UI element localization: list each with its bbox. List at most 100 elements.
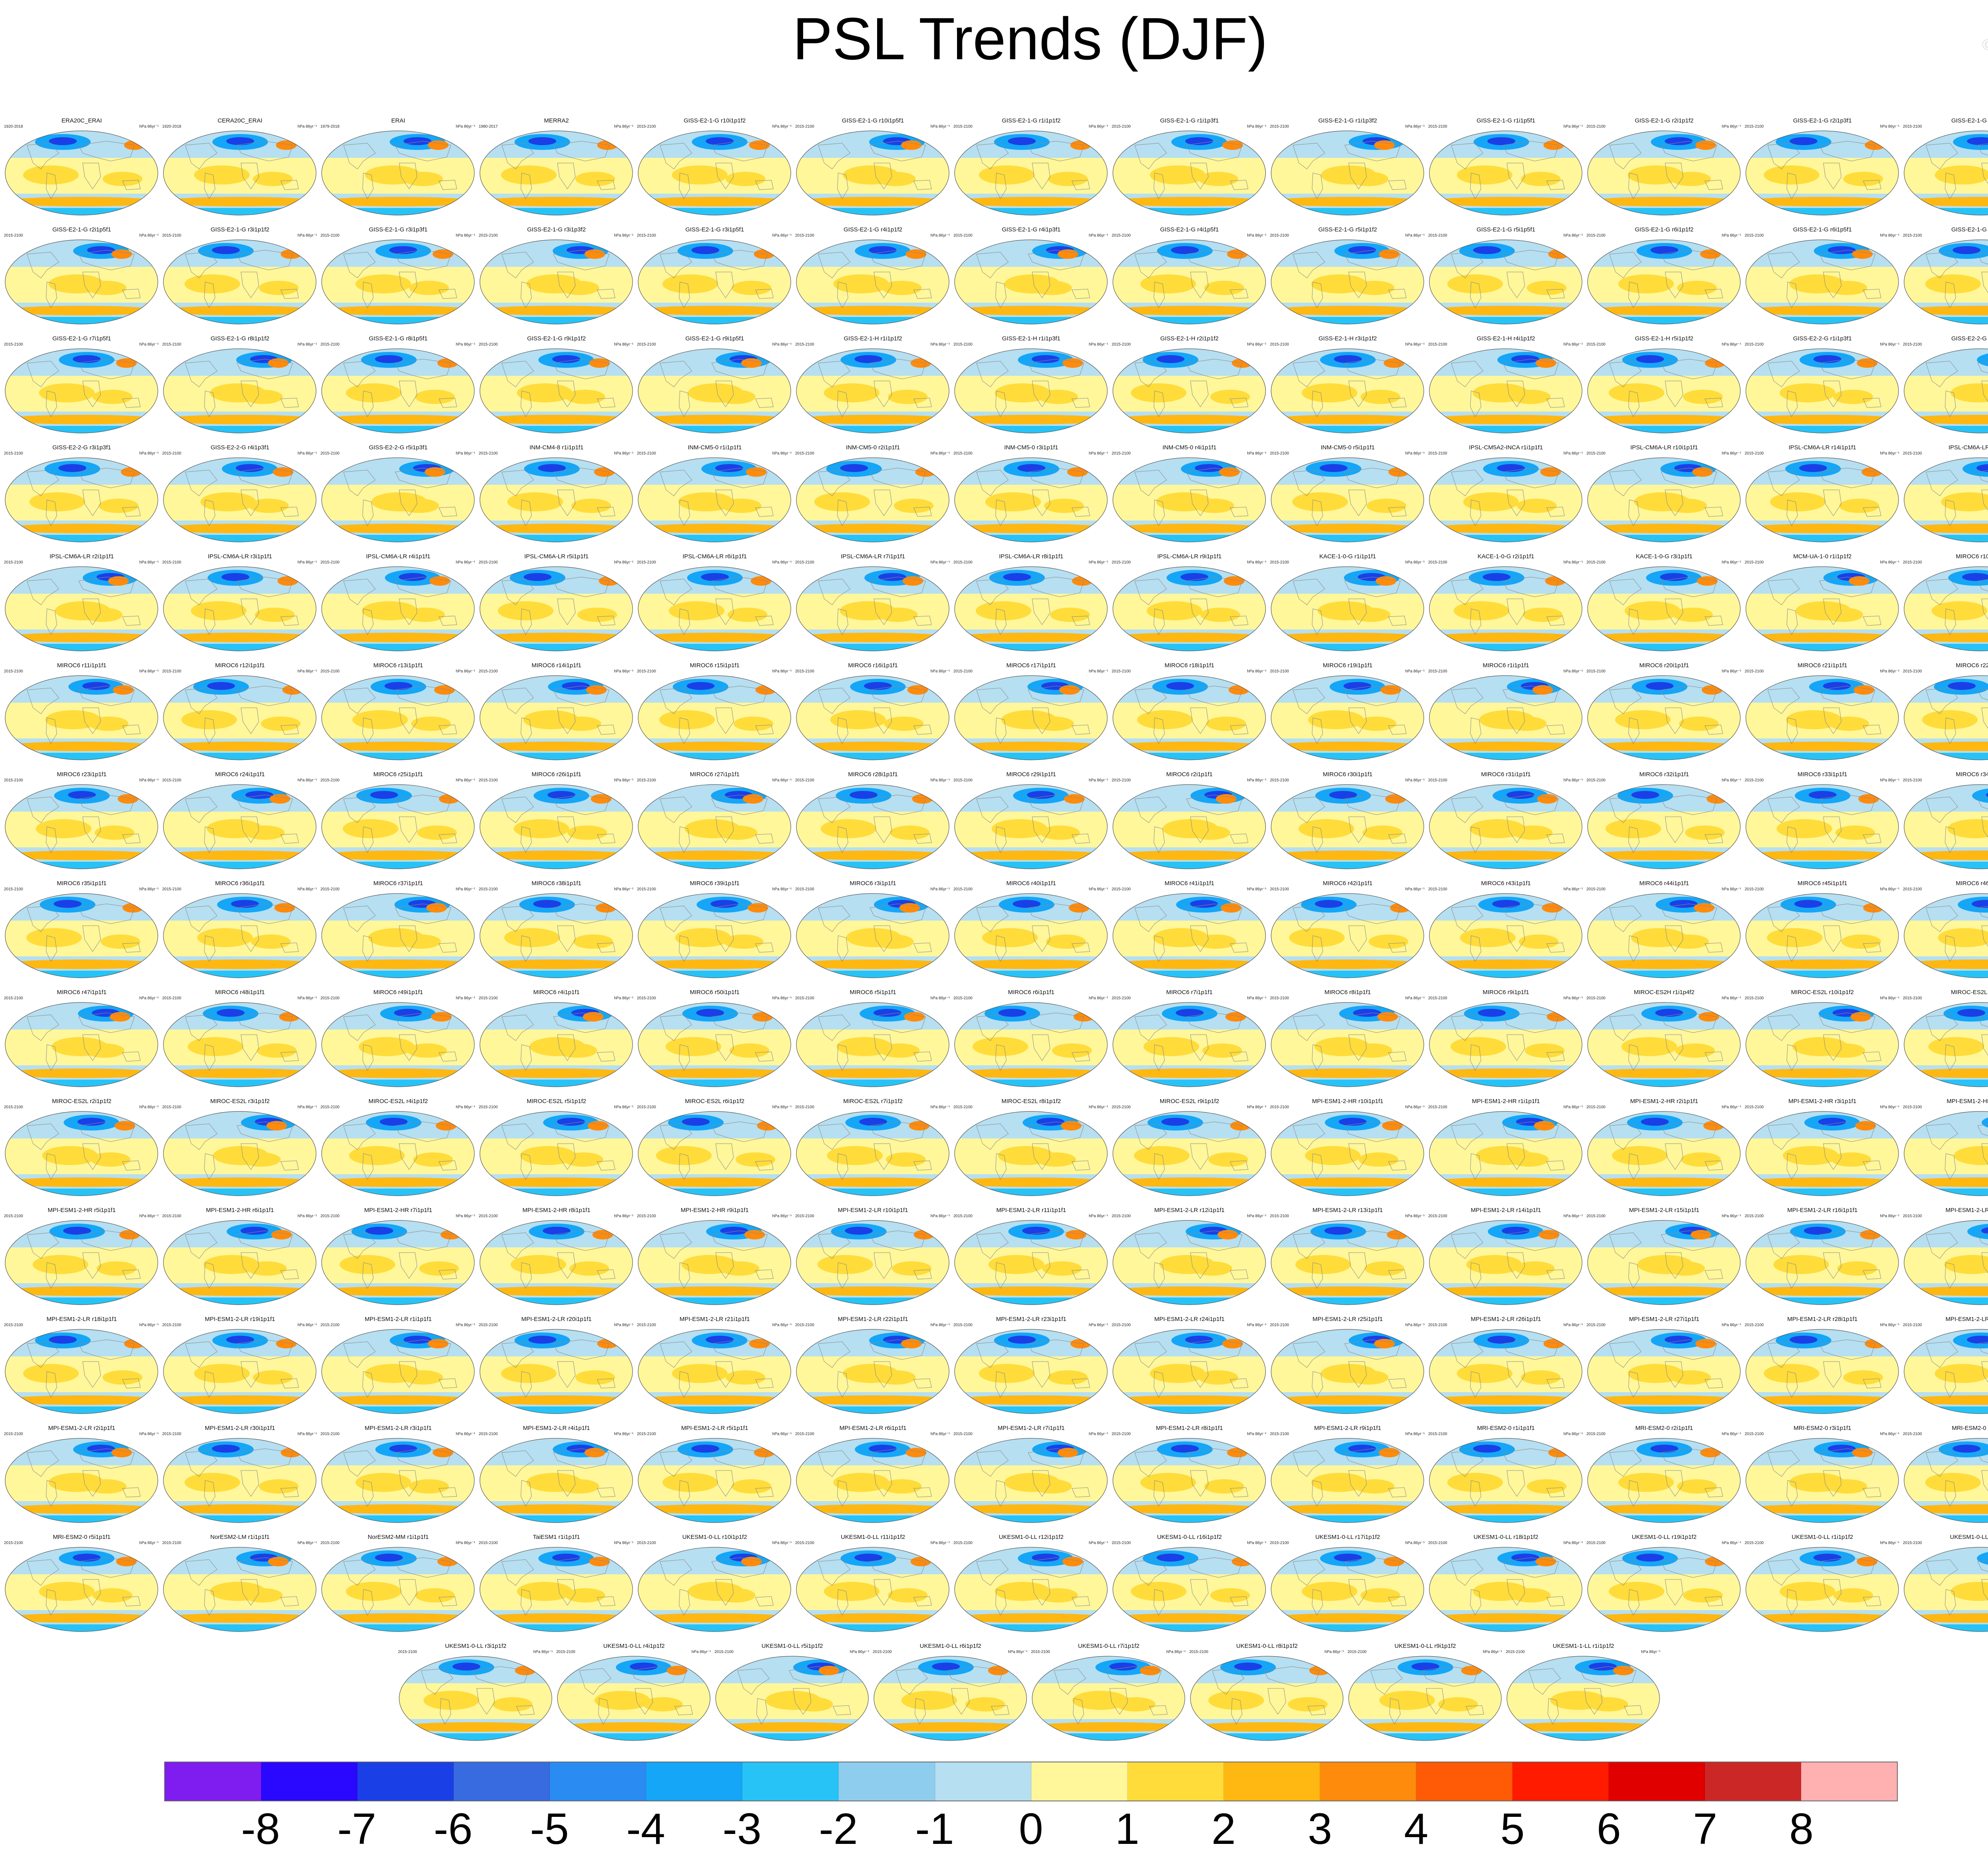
world-map [321, 1547, 475, 1632]
map-panel: INM-CM4-8 r1i1p1f1 2015-2100 hPa 86yr⁻¹ [478, 444, 635, 544]
panel-title: UKESM1-0-LL r2i1p1f2 [1950, 1534, 1988, 1540]
panel-period: 2015-2100 [4, 669, 23, 674]
panel-title: MIROC6 r30i1p1f1 [1322, 771, 1373, 778]
map-panel: MPI-ESM1-2-LR r30i1p1f1 2015-2100 hPa 86yr… [161, 1425, 318, 1524]
panel-period: 2015-2100 [162, 778, 181, 783]
world-map [1904, 457, 1988, 542]
world-map [954, 1329, 1108, 1414]
panel-title: MIROC6 r3i1p1f1 [850, 880, 896, 887]
world-map [5, 1438, 158, 1523]
map-panel: GISS-E2-1-G r5i1p1f2 2015-2100 hPa 86yr⁻¹ [1269, 226, 1426, 326]
world-map [480, 457, 633, 542]
panel-units: hPa 86yr⁻¹ [1008, 1650, 1027, 1654]
panel-units: hPa 86yr⁻¹ [297, 451, 317, 456]
panel-title: GISS-E2-1-G r1i1p5f1 [1476, 117, 1536, 124]
panel-period: 2015-2100 [953, 560, 973, 565]
panel-period: 1920-2018 [162, 124, 181, 129]
panel-period: 2015-2100 [1428, 1214, 1447, 1218]
panel-units: hPa 86yr⁻¹ [1405, 1105, 1425, 1109]
world-map [1587, 566, 1741, 651]
panel-period: 2015-2100 [1745, 669, 1764, 674]
panel-title: MIROC6 r31i1p1f1 [1481, 771, 1531, 778]
world-map [1112, 1438, 1266, 1523]
map-panel: IPSL-CM6A-LR r9i1p1f1 2015-2100 hPa 86yr⁻¹ [1111, 553, 1268, 653]
map-panel: GISS-E2-1-G r4i1p5f1 2015-2100 hPa 86yr⁻¹ [1111, 226, 1268, 326]
panel-period: 2015-2100 [479, 560, 498, 565]
panel-units: hPa 86yr⁻¹ [1641, 1650, 1660, 1654]
panel-period: 2015-2100 [1112, 560, 1131, 565]
map-panel: MERRA2 1980-2017 hPa 86yr⁻¹ [478, 117, 635, 217]
map-panel: MIROC6 r41i1p1f1 2015-2100 hPa 86yr⁻¹ [1111, 880, 1268, 979]
panel-units: hPa 86yr⁻¹ [1247, 233, 1266, 238]
world-map [796, 1547, 949, 1632]
panel-period: 2015-2100 [162, 560, 181, 565]
world-map [954, 784, 1108, 869]
panel-period: 2015-2100 [479, 233, 498, 238]
panel-period: 2015-2100 [637, 1432, 656, 1436]
colorbar-tick-label: -5 [530, 1805, 569, 1853]
colorbar-swatch [646, 1762, 743, 1801]
panel-period: 2015-2100 [795, 560, 814, 565]
panel-title: MPI-ESM1-2-LR r14i1p1f1 [1471, 1207, 1541, 1214]
panel-period: 2015-2100 [4, 233, 23, 238]
map-panel: MPI-ESM1-2-LR r8i1p1f1 2015-2100 hPa 86yr⁻… [1111, 1425, 1268, 1524]
world-map [1587, 675, 1741, 760]
panel-units: hPa 86yr⁻¹ [772, 669, 792, 674]
map-panel: MIROC6 r20i1p1f1 2015-2100 hPa 86yr⁻¹ [1586, 662, 1743, 761]
panel-title: GISS-E2-2-G r1i1p3f1 [1793, 335, 1852, 342]
panel-title: IPSL-CM6A-LR r8i1p1f1 [999, 553, 1064, 560]
map-panel: MIROC6 r36i1p1f1 2015-2100 hPa 86yr⁻¹ [161, 880, 318, 979]
panel-period: 2015-2100 [1189, 1650, 1208, 1654]
panel-units: hPa 86yr⁻¹ [139, 560, 159, 565]
panel-period: 2015-2100 [795, 887, 814, 892]
panel-title: UKESM1-0-LL r8i1p1f2 [1236, 1643, 1298, 1649]
world-map [5, 675, 158, 760]
panel-units: hPa 86yr⁻¹ [1247, 1432, 1266, 1436]
world-map [1429, 130, 1582, 216]
world-map [321, 1438, 475, 1523]
panel-title: GISS-E2-1-G r2i1p1f2 [1635, 117, 1694, 124]
panel-period: 2015-2100 [1745, 342, 1764, 347]
panel-title: MPI-ESM1-2-LR r30i1p1f1 [205, 1425, 275, 1432]
colorbar-swatch [1031, 1762, 1128, 1801]
panel-units: hPa 86yr⁻¹ [1089, 996, 1108, 1000]
panel-title: MIROC6 r45i1p1f1 [1797, 880, 1848, 887]
panel-period: 2015-2100 [320, 996, 340, 1000]
colorbar-tick-label: 2 [1211, 1805, 1236, 1853]
world-map [1745, 1002, 1899, 1087]
map-panel: MIROC6 r2i1p1f1 2015-2100 hPa 86yr⁻¹ [1111, 771, 1268, 870]
panel-title: UKESM1-0-LL r11i1p1f2 [841, 1534, 905, 1540]
map-panel: MPI-ESM1-2-LR r1i1p1f1 2015-2100 hPa 86yr⁻… [320, 1316, 477, 1415]
map-panel: MIROC6 r17i1p1f1 2015-2100 hPa 86yr⁻¹ [953, 662, 1110, 761]
panel-period: 2015-2100 [1745, 778, 1764, 783]
map-panel: GISS-E2-1-H r3i1p1f2 2015-2100 hPa 86yr⁻¹ [1269, 335, 1426, 435]
world-map [1271, 348, 1424, 433]
panel-period: 2015-2100 [637, 1541, 656, 1545]
panel-period: 2015-2100 [1586, 560, 1606, 565]
panel-units: hPa 86yr⁻¹ [1880, 1323, 1899, 1327]
world-map [321, 457, 475, 542]
panel-period: 2015-2100 [479, 1541, 498, 1545]
map-panel: GISS-E2-1-G r3i1p5f1 2015-2100 hPa 86yr⁻¹ [636, 226, 793, 326]
panel-period: 2015-2100 [1586, 1432, 1606, 1436]
panel-title: ERAI [391, 117, 405, 124]
panel-title: GISS-E2-1-G r1i1p3f1 [1160, 117, 1219, 124]
panel-units: hPa 86yr⁻¹ [1483, 1650, 1502, 1654]
colorbar-tick-label: -7 [337, 1805, 377, 1853]
panel-period: 2015-2100 [953, 887, 973, 892]
world-map [638, 348, 791, 433]
panel-units: hPa 86yr⁻¹ [1247, 1541, 1266, 1545]
panel-units: hPa 86yr⁻¹ [139, 342, 159, 347]
panel-units: hPa 86yr⁻¹ [1722, 124, 1741, 129]
panel-period: 2015-2100 [1270, 996, 1289, 1000]
map-panel: MPI-ESM1-2-HR r9i1p1f1 2015-2100 hPa 86yr⁻… [636, 1207, 793, 1306]
panel-title: UKESM1-1-LL r1i1p1f2 [1553, 1643, 1614, 1649]
world-map [5, 239, 158, 324]
map-panel: KACE-1-0-G r2i1p1f1 2015-2100 hPa 86yr⁻¹ [1427, 553, 1584, 653]
panel-units: hPa 86yr⁻¹ [139, 1323, 159, 1327]
panel-period: 2015-2100 [479, 778, 498, 783]
